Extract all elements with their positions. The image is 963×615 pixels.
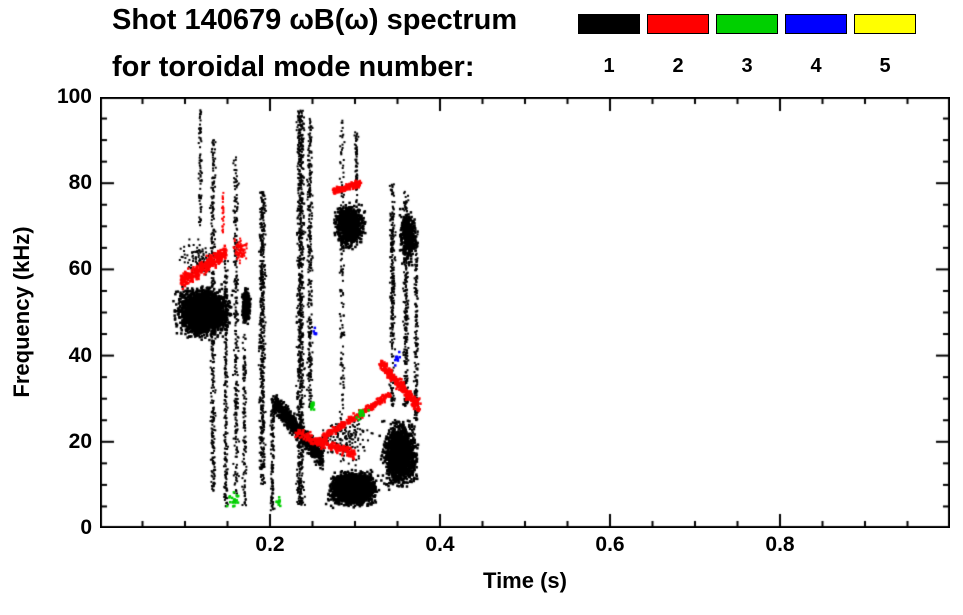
legend-swatches (578, 14, 916, 34)
legend-number-n1: 1 (603, 55, 615, 77)
legend-swatch-n5 (854, 14, 916, 34)
y-tick-label: 60 (68, 257, 92, 281)
y-tick-label: 20 (68, 429, 92, 453)
legend-swatch-n3 (716, 14, 778, 34)
legend-swatch-n4 (785, 14, 847, 34)
plot-canvas (100, 97, 950, 528)
chart-subtitle: for toroidal mode number: (112, 51, 475, 83)
legend-number-n5: 5 (879, 55, 891, 77)
legend-number-n4: 4 (810, 55, 822, 77)
x-tick-label: 0.4 (425, 533, 455, 556)
x-tick-label: 0.2 (255, 533, 285, 556)
x-axis-label: Time (s) (483, 568, 567, 593)
y-tick-label: 0 (80, 516, 92, 539)
legend-number-n2: 2 (672, 55, 684, 77)
y-axis-label: Frequency (kHz) (9, 226, 34, 398)
x-tick-label: 0.6 (595, 533, 625, 556)
legend-swatch-n1 (578, 14, 640, 34)
y-tick-label: 80 (68, 171, 92, 195)
x-tick-label: 0.8 (765, 533, 795, 556)
chart-title: Shot 140679 ωB(ω) spectrum (112, 4, 518, 36)
legend-swatch-n2 (647, 14, 709, 34)
legend-numbers: 1 2 3 4 5 (578, 55, 916, 78)
legend-number-n3: 3 (741, 55, 753, 77)
y-tick-label: 100 (56, 85, 92, 108)
y-tick-label: 40 (68, 343, 92, 367)
